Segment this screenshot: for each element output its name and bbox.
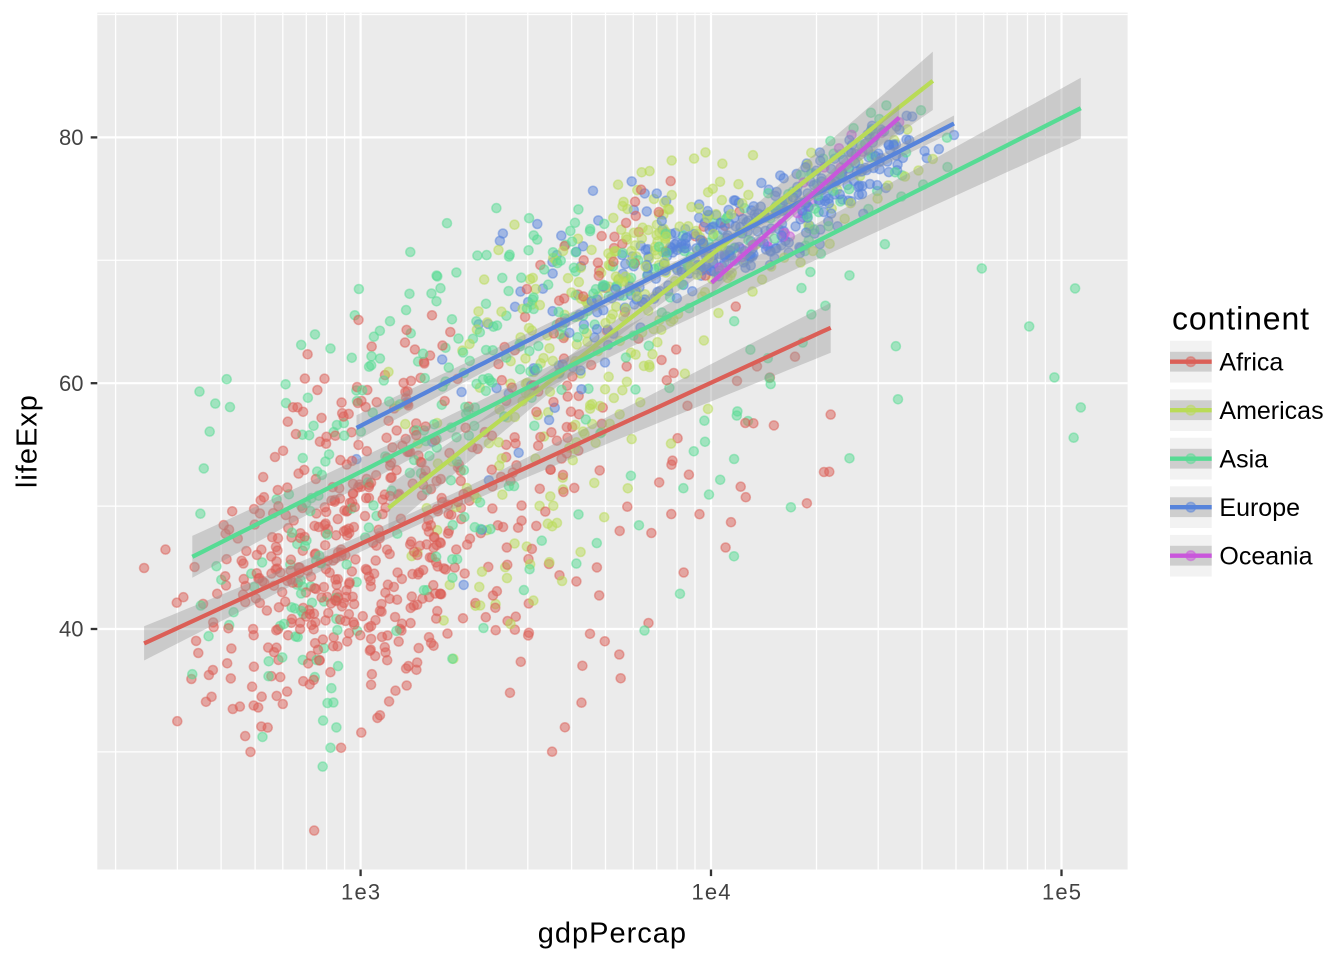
svg-text:1e5: 1e5 xyxy=(1042,879,1082,904)
svg-text:1e3: 1e3 xyxy=(341,879,381,904)
svg-text:Americas: Americas xyxy=(1219,397,1323,425)
svg-text:40: 40 xyxy=(59,617,83,642)
svg-text:Asia: Asia xyxy=(1219,446,1268,474)
svg-text:continent: continent xyxy=(1172,301,1310,337)
svg-text:Africa: Africa xyxy=(1219,349,1283,377)
svg-text:gdpPercap: gdpPercap xyxy=(538,918,687,950)
svg-text:Oceania: Oceania xyxy=(1219,543,1312,571)
svg-text:80: 80 xyxy=(59,125,83,150)
svg-text:lifeExp: lifeExp xyxy=(12,394,44,488)
svg-text:1e4: 1e4 xyxy=(691,879,731,904)
svg-text:60: 60 xyxy=(59,371,83,396)
svg-text:Europe: Europe xyxy=(1219,494,1300,522)
